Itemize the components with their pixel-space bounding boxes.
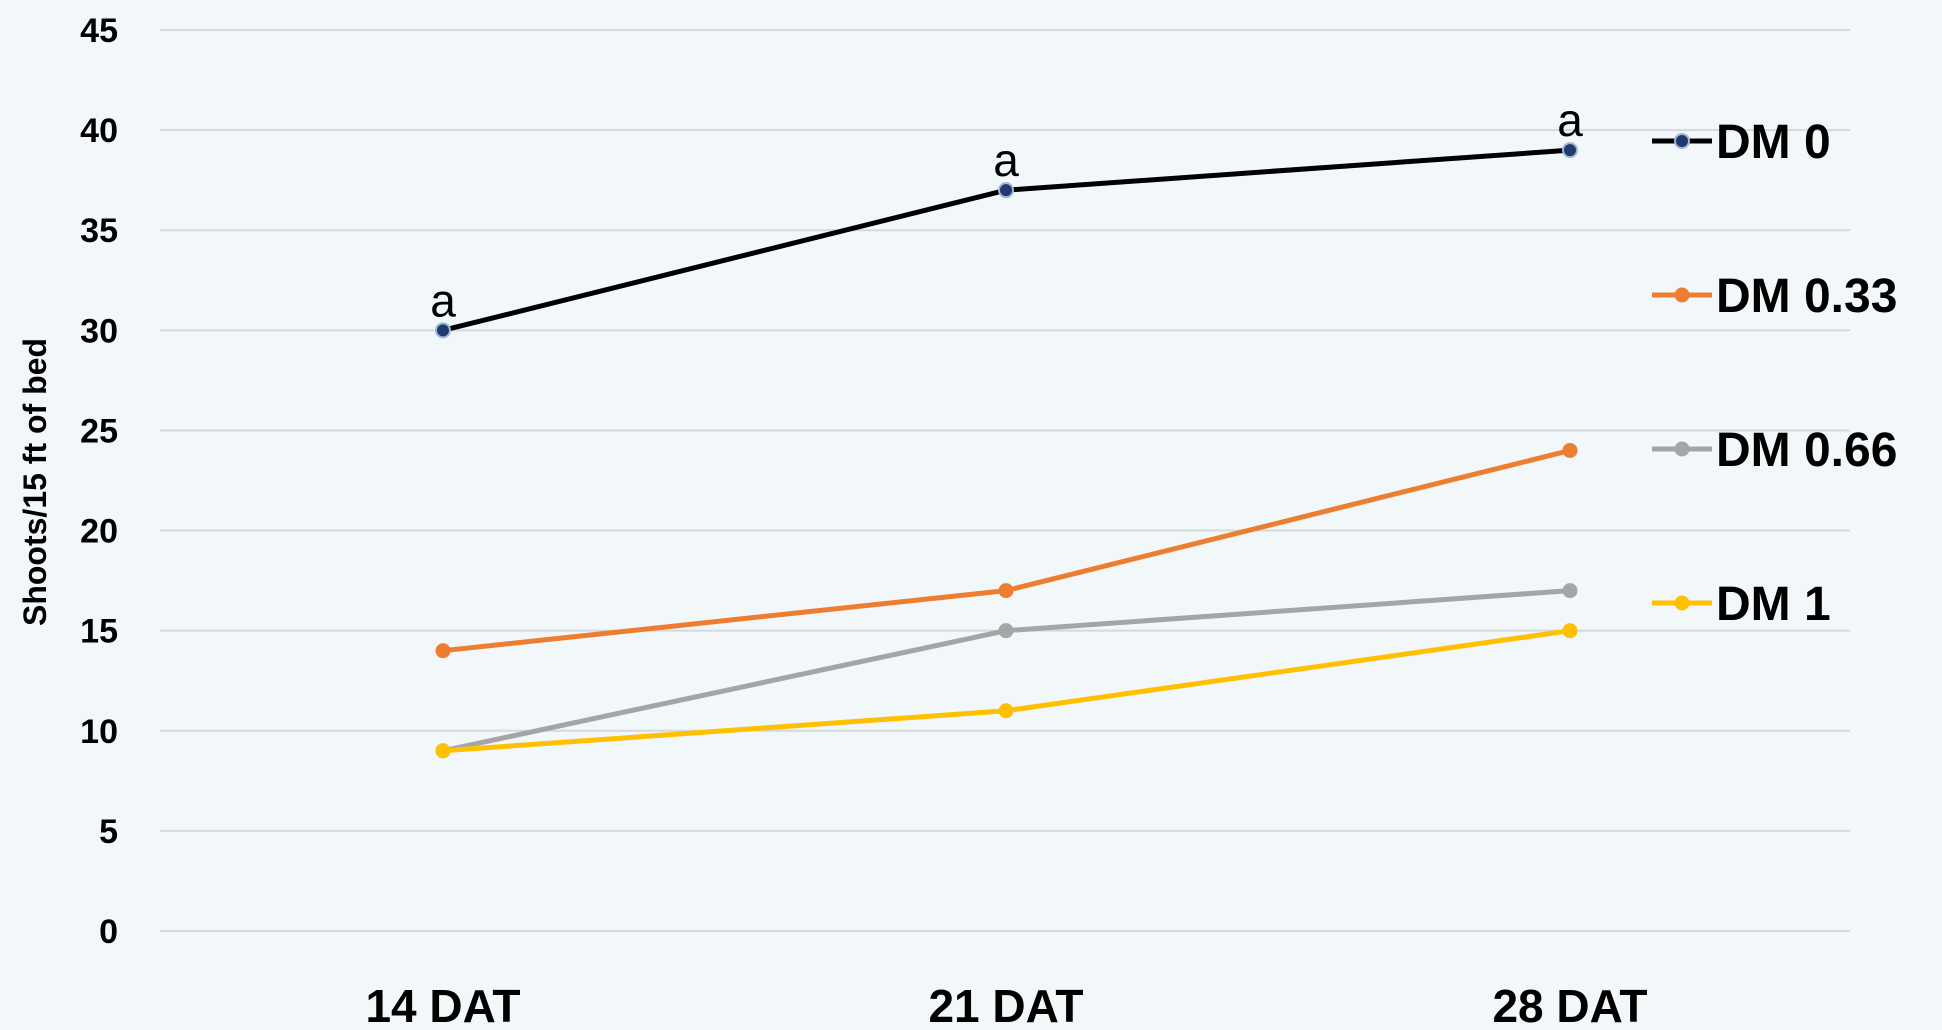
y-axis-label: Shoots/15 ft of bed: [17, 338, 53, 626]
data-point: [1562, 142, 1578, 159]
y-tick-label: 0: [99, 913, 118, 951]
y-tick-label: 45: [80, 12, 118, 50]
y-tick-label: 25: [80, 412, 118, 450]
significance-annotations: a a a: [430, 94, 1583, 326]
data-point: [1562, 623, 1578, 639]
legend-swatch-marker: [1674, 595, 1690, 611]
series-line: [440, 628, 1573, 754]
series-lines: [435, 142, 1578, 759]
legend-label: DM 0: [1716, 116, 1831, 169]
x-tick-label: 28 DAT: [1492, 980, 1647, 1030]
legend: DM 0 DM 0.33 DM 0.66 DM 1: [1652, 116, 1897, 631]
series-line: [440, 588, 1573, 754]
legend-item: DM 0.33: [1652, 270, 1897, 323]
legend-swatch-marker: [1674, 133, 1690, 149]
legend-swatch-marker: [1674, 441, 1690, 457]
legend-label: DM 1: [1716, 578, 1831, 631]
annotation-label: a: [993, 134, 1019, 186]
series-dm-0: [435, 142, 1578, 339]
y-tick-label: 10: [80, 713, 118, 751]
data-point: [998, 703, 1014, 719]
legend-item: DM 0: [1652, 116, 1831, 169]
y-tick-label: 35: [80, 212, 118, 250]
data-point: [435, 643, 451, 659]
legend-item: DM 1: [1652, 578, 1831, 631]
x-tick-label: 21 DAT: [928, 980, 1083, 1030]
data-point: [435, 322, 451, 339]
y-axis-ticks: 0 5 10 15 20 25 30 35 40 45: [80, 12, 118, 951]
data-point: [1562, 583, 1578, 599]
series-dm-1: [435, 623, 1578, 759]
data-point: [435, 743, 451, 759]
series-dm-0-33: [435, 442, 1578, 659]
data-point: [998, 182, 1014, 199]
series-line: [440, 447, 1573, 654]
legend-label: DM 0.66: [1716, 424, 1897, 477]
y-tick-label: 40: [80, 112, 118, 150]
y-tick-label: 5: [99, 813, 118, 851]
y-tick-label: 30: [80, 312, 118, 350]
annotation-label: a: [430, 274, 456, 326]
legend-label: DM 0.33: [1716, 270, 1897, 323]
data-point: [998, 623, 1014, 639]
y-tick-label: 20: [80, 513, 118, 551]
annotation-label: a: [1557, 94, 1583, 146]
data-point: [998, 583, 1014, 599]
x-axis-ticks: 14 DAT 21 DAT 28 DAT: [365, 980, 1647, 1030]
y-tick-label: 15: [80, 613, 118, 651]
legend-swatch-marker: [1674, 287, 1690, 303]
data-point: [1562, 442, 1578, 458]
x-tick-label: 14 DAT: [365, 980, 520, 1030]
legend-item: DM 0.66: [1652, 424, 1897, 477]
